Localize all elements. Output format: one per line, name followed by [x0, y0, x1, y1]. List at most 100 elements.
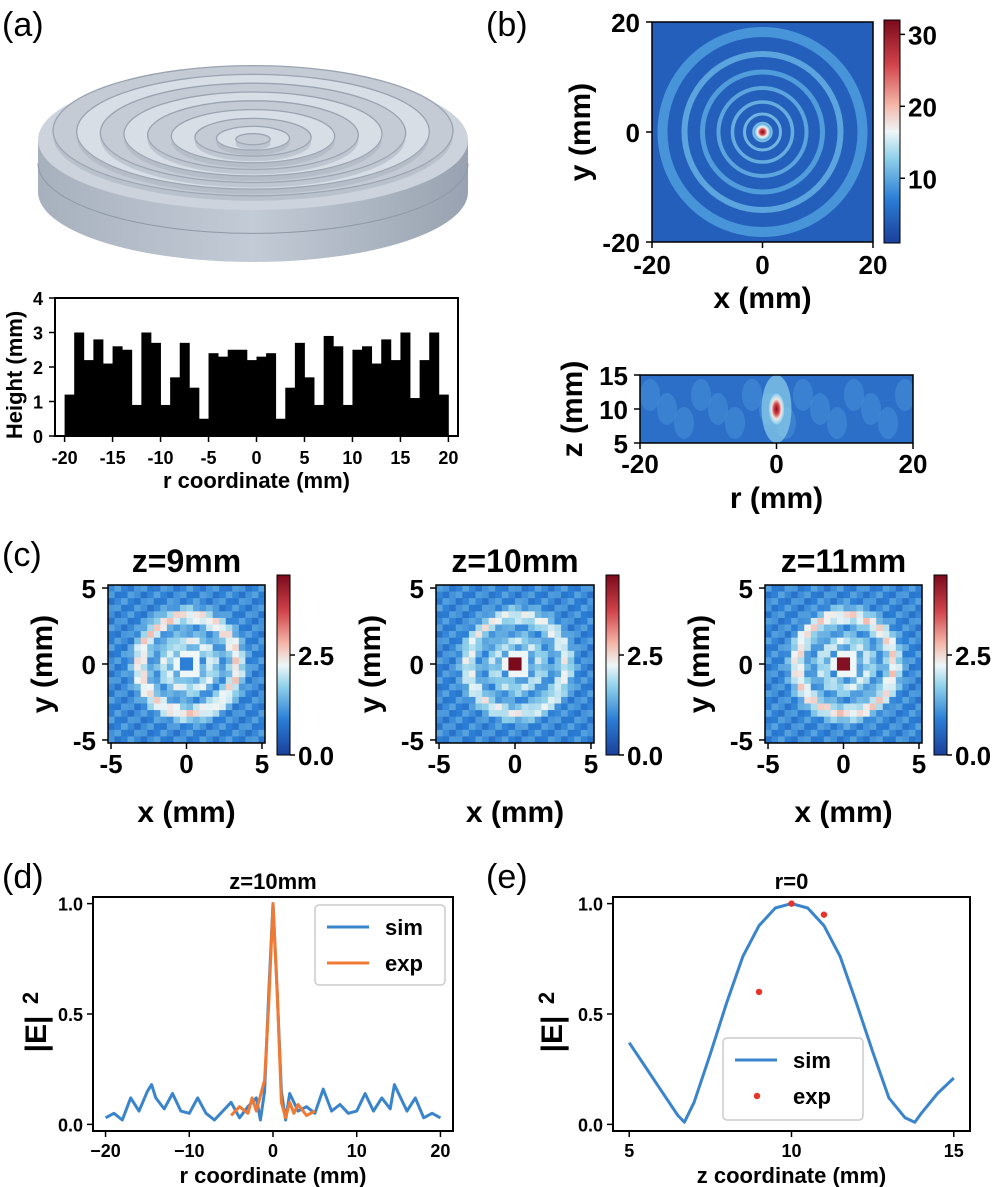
- heatmap-pixel: [869, 585, 877, 592]
- heatmap-pixel: [791, 690, 799, 698]
- heatmap-pixel: [876, 683, 884, 691]
- heatmap-pixel: [206, 611, 213, 619]
- heatmap-pixel: [836, 677, 844, 685]
- heatmap-pixel: [219, 611, 227, 619]
- heatmap-pixel: [784, 683, 792, 691]
- heatmap-pixel: [830, 598, 838, 606]
- heatmap-pixel: [567, 664, 575, 671]
- heatmap-pixel: [206, 650, 213, 658]
- heatmap-pixel: [895, 670, 903, 678]
- heatmap-pixel: [561, 710, 568, 717]
- heatmap-pixel: [179, 736, 187, 744]
- heatmap-pixel: [521, 644, 529, 652]
- heatmap-pixel: [114, 677, 122, 685]
- heatmap-pixel: [817, 650, 825, 658]
- heatmap-pixel: [482, 736, 489, 744]
- heatmap-pixel: [915, 591, 923, 599]
- heatmap-pixel: [771, 631, 779, 638]
- heatmap-pixel: [876, 657, 884, 665]
- heatmap-pixel: [817, 617, 825, 625]
- heatmap-pixel: [147, 644, 155, 652]
- height-bar: [170, 377, 181, 436]
- heatmap-pixel: [442, 631, 450, 638]
- heatmap-pixel: [455, 723, 463, 731]
- heatmap-pixel: [173, 716, 181, 724]
- heatmap-pixel: [895, 624, 903, 632]
- height-bar: [198, 418, 209, 436]
- heatmap-pixel: [791, 650, 799, 658]
- heatmap-pixel: [882, 624, 890, 632]
- heatmap-pixel: [147, 696, 155, 704]
- heatmap-pixel: [574, 598, 582, 606]
- heatmap-pixel: [784, 611, 792, 619]
- heatmap-pixel: [436, 723, 443, 731]
- heatmap-pixel: [823, 631, 831, 638]
- heatmap-pixel: [134, 591, 142, 599]
- heatmap-pixel: [580, 710, 588, 717]
- heatmap-pixel: [121, 631, 128, 638]
- heatmap-pixel: [251, 696, 259, 704]
- heatmap-pixel: [521, 604, 529, 612]
- heatmap-pixel: [863, 631, 870, 638]
- heatmap-pixel: [836, 604, 844, 612]
- x-tick-label: 5: [299, 448, 309, 468]
- heatmap-pixel: [166, 631, 174, 638]
- heatmap-pixel: [817, 637, 825, 645]
- heatmap-pixel: [166, 598, 174, 606]
- heatmap-pixel: [462, 591, 470, 599]
- heatmap-pixel: [193, 664, 200, 671]
- heatmap-pixel: [850, 637, 857, 645]
- heatmap-pixel: [166, 677, 174, 685]
- heatmap-pixel: [534, 585, 542, 592]
- heatmap-pixel: [245, 710, 253, 717]
- heatmap-pixel: [166, 657, 174, 665]
- heatmap-pixel: [810, 624, 818, 632]
- heatmap-pixel: [232, 710, 240, 717]
- heatmap-pixel: [501, 598, 509, 606]
- heatmap-pixel: [482, 617, 489, 625]
- heatmap-pixel: [258, 716, 266, 724]
- heatmap-pixel: [160, 710, 168, 717]
- heatmap-pixel: [495, 723, 503, 731]
- heatmap-pixel: [574, 729, 582, 737]
- heatmap-pixel: [206, 664, 213, 671]
- heatmap-pixel: [475, 729, 483, 737]
- heatmap-pixel: [121, 723, 128, 731]
- heatmap-pixel: [186, 591, 194, 599]
- heatmap-pixel: [771, 657, 779, 665]
- heatmap-pixel: [108, 683, 115, 691]
- heatmap-pixel: [127, 716, 135, 724]
- heatmap-pixel: [915, 696, 923, 704]
- heatmap-pixel: [173, 624, 181, 632]
- heatmap-pixel: [121, 585, 128, 592]
- heatmap-pixel: [791, 683, 799, 691]
- heatmap-pixel: [895, 644, 903, 652]
- heatmap-pixel: [567, 585, 575, 592]
- heatmap-pixel: [771, 716, 779, 724]
- heatmap-pixel: [442, 683, 450, 691]
- heatmap-pixel: [810, 637, 818, 645]
- heatmap-pixel: [784, 716, 792, 724]
- heatmap-pixel: [140, 723, 148, 731]
- height-bar: [400, 332, 411, 436]
- heatmap-pixel: [219, 703, 227, 711]
- heatmap-pixel: [468, 585, 476, 592]
- heatmap-pixel: [778, 710, 785, 717]
- heatmap-pixel: [515, 598, 522, 606]
- heatmap-pixel: [908, 598, 916, 606]
- heatmap-pixel: [902, 729, 910, 737]
- heatmap-pixel: [495, 716, 503, 724]
- heatmap-pixel: [455, 585, 463, 592]
- heatmap-pixel: [541, 716, 549, 724]
- heatmap-pixel: [114, 690, 122, 698]
- heatmap-pixel: [515, 696, 522, 704]
- heatmap-pixel: [508, 631, 516, 638]
- heatmap-pixel: [199, 664, 207, 671]
- heatmap-pixel: [251, 611, 259, 619]
- heatmap-pixel: [515, 631, 522, 638]
- heatmap-pixel: [212, 598, 220, 606]
- heatmap-pixel: [147, 637, 155, 645]
- heatmap-pixel: [166, 683, 174, 691]
- heatmap-pixel: [245, 723, 253, 731]
- heatmap-pixel: [836, 729, 844, 737]
